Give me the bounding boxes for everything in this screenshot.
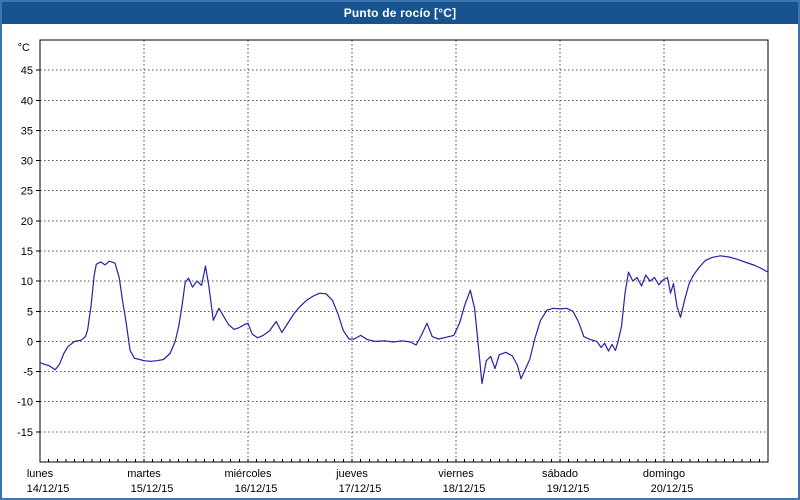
y-tick-label: 10 [21,276,33,288]
chart-title: Punto de rocío [°C] [343,6,457,20]
y-tick-label: 15 [21,246,33,258]
date-label: 14/12/15 [27,483,70,495]
y-tick-label: 45 [21,65,33,77]
day-label: sábado [542,468,578,480]
y-tick-label: 25 [21,186,33,198]
day-label: jueves [335,468,368,480]
day-label: domingo [643,468,685,480]
date-label: 16/12/15 [235,483,278,495]
y-tick-label: -10 [17,397,33,409]
date-label: 17/12/15 [339,483,382,495]
day-label: lunes [27,468,54,480]
dew-point-chart: -15 -10 -5 0 5 10 15 20 25 30 35 40 45 °C lunes 14/12/1… [17,39,769,495]
date-label: 18/12/15 [443,483,486,495]
y-tick-label: -5 [23,367,33,379]
y-tick-label: -15 [17,427,33,439]
y-tick-label: 0 [27,336,33,348]
day-label: martes [127,468,161,480]
date-label: 20/12/15 [651,483,694,495]
y-tick-label: 30 [21,156,33,168]
y-tick-label: 40 [21,95,33,107]
day-label: viernes [438,468,474,480]
chart-area: -15 -10 -5 0 5 10 15 20 25 30 35 40 45 °C lunes 14/12/1… [2,24,798,498]
title-bar: Punto de rocío [°C] [2,2,798,24]
dew-point-line [39,255,769,385]
day-label: miércoles [224,468,272,480]
y-tick-label: 20 [21,216,33,228]
y-tick-label: 35 [21,125,33,137]
date-label: 19/12/15 [547,483,590,495]
y-tick-label: 5 [27,306,33,318]
y-axis-unit-label: °C [18,42,30,54]
date-label: 15/12/15 [131,483,174,495]
